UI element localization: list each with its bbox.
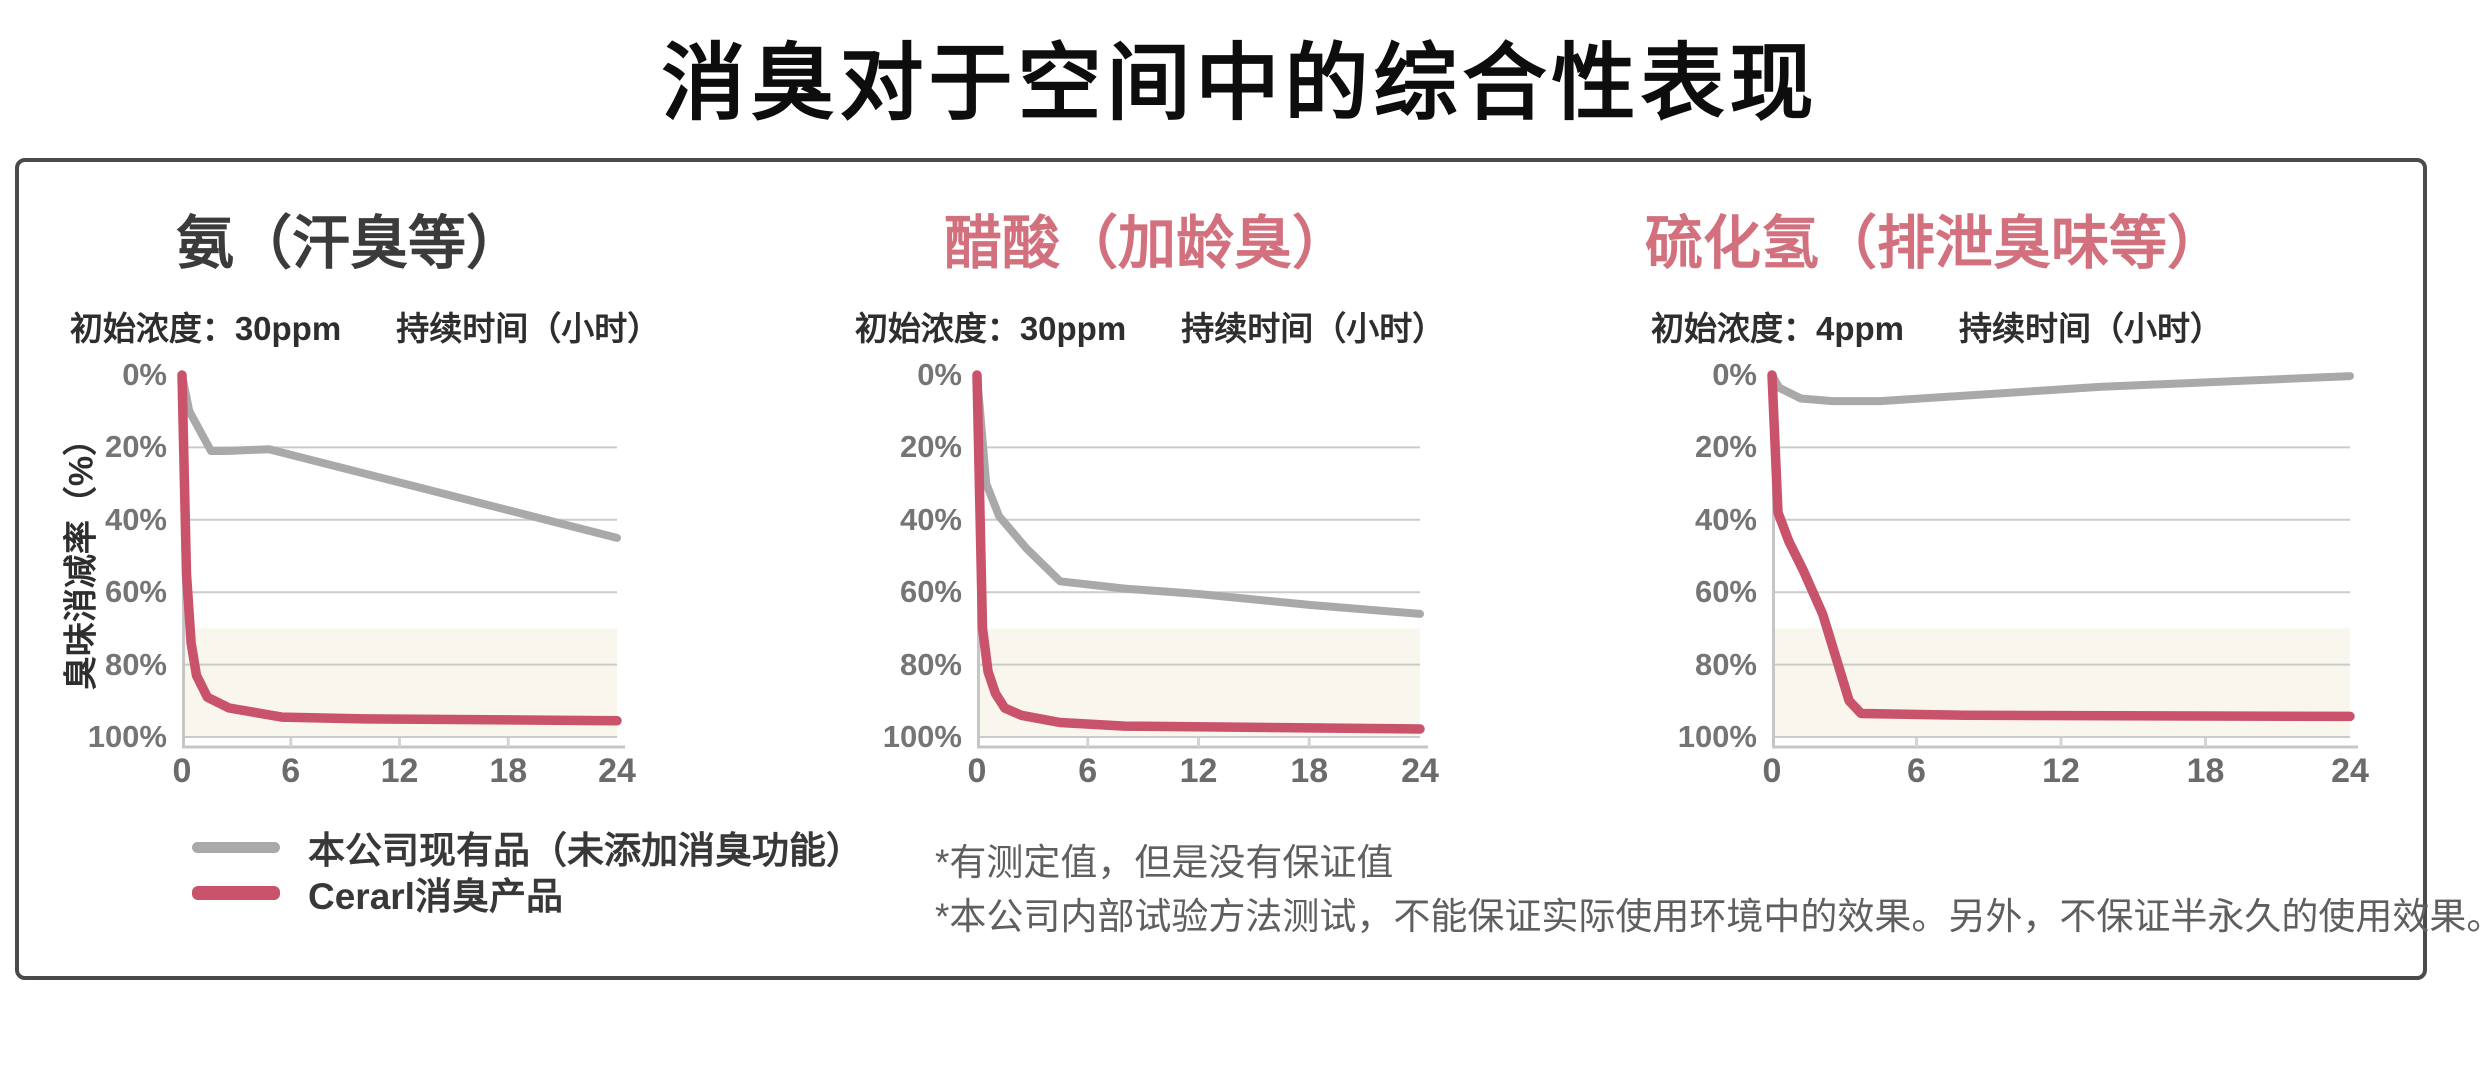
footnote-test-disclaimer: *本公司内部试验方法测试，不能保证实际使用环境中的效果。另外，不保证半永久的使用… [935,896,2480,937]
x-tick-label: 18 [489,752,528,790]
y-tick-label: 0% [122,357,167,392]
legend-item-cerarl-product: Cerarl消臭产品 [192,871,563,917]
y-tick-label: 60% [104,574,167,610]
chart-subtitle-hydrogen-sulfide: 初始浓度：4ppm 持续时间（小时） [1651,302,2223,350]
page-title: 消臭对于空间中的综合性表现 [661,36,1819,130]
legend-label: 本公司现有品（未添加消臭功能） [308,830,863,871]
cerarl-product-line [177,370,622,726]
chart-title-acetic-acid: 醋酸（加龄臭） [943,211,1351,276]
y-tick-label: 60% [1694,574,1757,610]
legend-item-existing-product: 本公司现有品（未添加消臭功能） [192,825,863,871]
existing-product-line-swatch [192,841,280,853]
initial-concentration-label: 初始浓度：30ppm [69,310,342,347]
initial-concentration-label: 初始浓度：4ppm [1650,310,1905,347]
y-tick-label: 100% [1677,719,1757,754]
y-tick-label: 80% [899,646,962,682]
y-tick-label: 80% [1694,646,1757,682]
y-tick-label: 20% [1694,429,1757,465]
x-tick-label: 0 [1762,752,1782,790]
y-tick-label: 100% [87,719,167,754]
cerarl-product-line-swatch [192,886,280,900]
x-tick-label: 0 [967,752,987,790]
plot-ammonia [177,370,625,749]
cerarl-product-line [1767,370,2355,722]
x-tick-label: 18 [2186,752,2225,790]
y-tick-label: 80% [104,646,167,682]
y-tick-label: 100% [882,719,962,754]
x-tick-label: 6 [1907,752,1926,790]
duration-label: 持续时间（小时） [1959,310,2224,347]
x-tick-label: 0 [172,752,192,790]
y-tick-label: 0% [917,357,962,392]
duration-label: 持续时间（小时） [396,310,661,347]
cerarl-product-line [972,370,1425,734]
chart-subtitle-ammonia: 初始浓度：30ppm 持续时间（小时） [70,302,660,350]
existing-product-line [973,371,1424,618]
x-tick-label: 6 [1078,752,1098,790]
y-tick-label: 60% [899,574,962,610]
initial-concentration-label: 初始浓度：30ppm [854,310,1127,347]
x-tick-label: 18 [1290,752,1329,790]
chart-title-hydrogen-sulfide: 硫化氢（排泄臭味等） [1644,211,2226,276]
x-tick-label: 6 [281,752,301,790]
y-tick-label: 40% [104,501,167,537]
legend-label: Cerarl消臭产品 [308,876,563,917]
x-tick-label: 12 [2042,752,2080,790]
existing-product-line [178,371,621,542]
y-tick-label: 40% [1694,501,1757,537]
plot-acetic-acid [972,370,1428,749]
x-tick-label: 24 [2331,752,2369,790]
footnote-measured-values: *有测定值，但是没有保证值 [935,842,1394,883]
y-tick-label: 20% [104,429,167,465]
y-tick-label: 0% [1712,357,1757,392]
x-tick-label: 24 [1401,752,1439,790]
chart-subtitle-acetic-acid: 初始浓度：30ppm 持续时间（小时） [855,302,1445,350]
x-tick-label: 24 [598,752,636,790]
existing-product-line [1768,371,2354,406]
plot-hydrogen-sulfide [1767,370,2358,749]
chart-frame-box [15,158,2427,980]
chart-title-ammonia: 氨（汗臭等） [175,211,525,276]
x-tick-label: 12 [380,752,419,790]
duration-label: 持续时间（小时） [1181,310,1446,347]
y-tick-label: 20% [899,429,962,465]
y-tick-label: 40% [899,501,962,537]
x-tick-label: 12 [1179,752,1218,790]
